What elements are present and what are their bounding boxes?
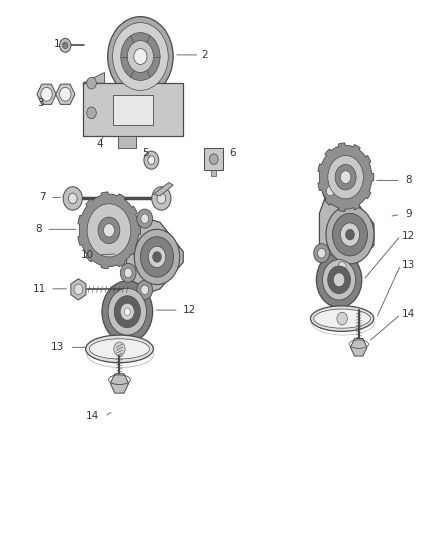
Text: 1: 1: [54, 39, 61, 49]
Circle shape: [157, 193, 166, 204]
Polygon shape: [153, 182, 173, 196]
Text: 8: 8: [35, 224, 42, 235]
Circle shape: [74, 284, 83, 295]
Circle shape: [124, 308, 131, 316]
Circle shape: [120, 303, 134, 320]
Text: 14: 14: [402, 309, 415, 319]
Polygon shape: [83, 72, 105, 83]
Circle shape: [209, 154, 218, 165]
Circle shape: [332, 213, 367, 256]
Circle shape: [63, 42, 68, 49]
Text: 13: 13: [402, 260, 415, 270]
Circle shape: [60, 87, 71, 101]
Circle shape: [335, 165, 356, 190]
Circle shape: [108, 288, 147, 335]
Circle shape: [152, 252, 161, 262]
Polygon shape: [127, 215, 183, 294]
Ellipse shape: [311, 306, 374, 332]
Circle shape: [322, 181, 338, 200]
Circle shape: [141, 214, 149, 223]
Circle shape: [337, 312, 347, 325]
Circle shape: [87, 77, 96, 89]
Polygon shape: [319, 187, 374, 271]
Circle shape: [87, 107, 96, 119]
Polygon shape: [318, 143, 374, 212]
Bar: [118, 136, 136, 148]
Circle shape: [338, 262, 346, 271]
Text: 12: 12: [183, 305, 196, 315]
Circle shape: [148, 246, 166, 268]
Polygon shape: [78, 192, 141, 269]
Circle shape: [326, 205, 374, 264]
Bar: [204, 149, 223, 169]
Circle shape: [314, 244, 329, 263]
Circle shape: [318, 248, 325, 258]
Circle shape: [113, 22, 168, 91]
Circle shape: [326, 186, 334, 196]
Circle shape: [316, 252, 362, 308]
Circle shape: [124, 268, 132, 278]
Bar: [113, 95, 152, 125]
Circle shape: [333, 273, 345, 287]
Text: 8: 8: [405, 175, 412, 185]
Text: 6: 6: [230, 148, 236, 158]
Text: 14: 14: [86, 411, 99, 422]
Circle shape: [152, 187, 171, 210]
Circle shape: [334, 257, 350, 276]
Circle shape: [322, 260, 356, 300]
Circle shape: [340, 223, 360, 246]
Circle shape: [98, 217, 120, 244]
Text: 5: 5: [142, 148, 149, 158]
Circle shape: [134, 49, 147, 64]
Circle shape: [102, 281, 152, 343]
Circle shape: [103, 224, 114, 237]
Circle shape: [328, 156, 364, 199]
Circle shape: [114, 296, 141, 328]
Circle shape: [68, 193, 77, 204]
Circle shape: [63, 187, 82, 210]
Circle shape: [328, 266, 350, 294]
Ellipse shape: [314, 309, 371, 328]
Circle shape: [87, 204, 131, 257]
Circle shape: [346, 229, 354, 240]
Circle shape: [141, 237, 173, 277]
Bar: [83, 83, 183, 136]
Text: 2: 2: [202, 50, 208, 60]
Ellipse shape: [85, 335, 153, 363]
Circle shape: [60, 38, 71, 52]
Circle shape: [340, 171, 351, 183]
Circle shape: [41, 87, 52, 101]
Text: 12: 12: [402, 231, 415, 241]
Circle shape: [141, 285, 149, 295]
Text: 10: 10: [81, 250, 94, 260]
Circle shape: [120, 263, 136, 282]
Circle shape: [127, 41, 153, 72]
Text: 11: 11: [32, 284, 46, 294]
Ellipse shape: [89, 339, 150, 359]
Circle shape: [121, 33, 160, 80]
Text: 4: 4: [97, 139, 103, 149]
Bar: [211, 169, 216, 176]
Circle shape: [137, 280, 152, 300]
Circle shape: [137, 209, 152, 228]
Text: 9: 9: [405, 209, 412, 220]
Text: 7: 7: [39, 192, 46, 203]
Circle shape: [134, 229, 180, 285]
Circle shape: [114, 342, 125, 356]
Circle shape: [108, 17, 173, 96]
Text: 3: 3: [37, 98, 43, 108]
Circle shape: [144, 151, 159, 169]
Circle shape: [148, 156, 155, 165]
Text: 13: 13: [51, 342, 64, 352]
